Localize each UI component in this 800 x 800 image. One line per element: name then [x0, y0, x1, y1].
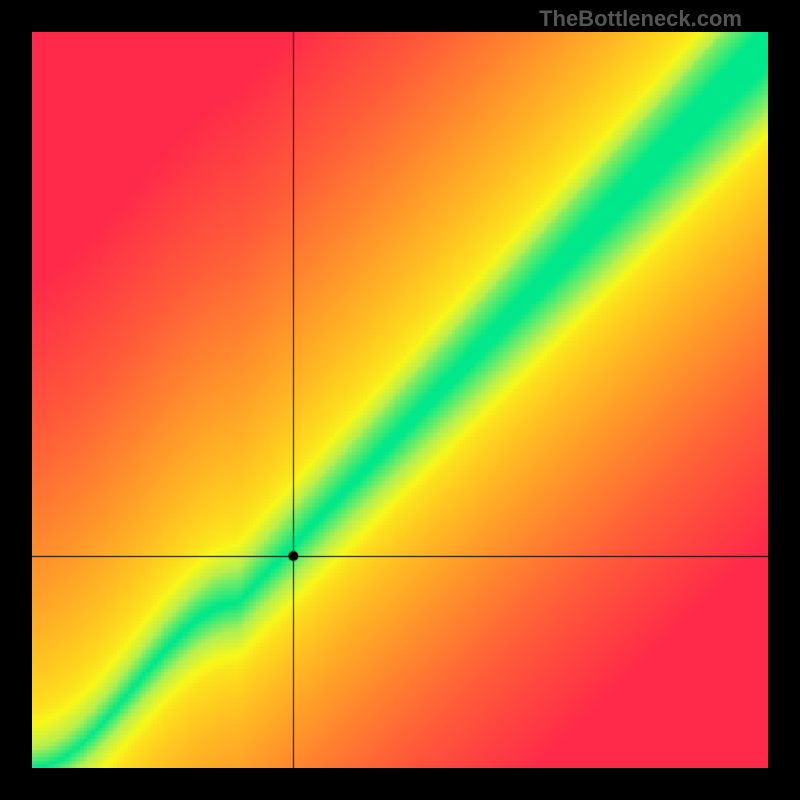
chart-frame: TheBottleneck.com	[0, 0, 800, 800]
watermark-text: TheBottleneck.com	[539, 6, 742, 32]
heatmap-canvas	[32, 32, 768, 768]
plot-area	[32, 32, 768, 768]
